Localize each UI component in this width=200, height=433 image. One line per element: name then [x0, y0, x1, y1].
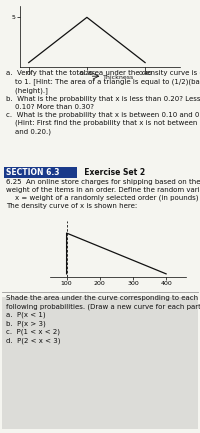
FancyBboxPatch shape: [4, 167, 77, 178]
Text: 6.25  An online store charges for shipping based on the
weight of the items in a: 6.25 An online store charges for shippin…: [6, 179, 200, 209]
Text: Thickness: Thickness: [103, 75, 134, 80]
Text: Shade the area under the curve corresponding to each of the
following probabilit: Shade the area under the curve correspon…: [6, 295, 200, 344]
Text: Exercise Set 2: Exercise Set 2: [79, 168, 145, 177]
Text: SECTION 6.3: SECTION 6.3: [6, 168, 59, 177]
Text: a.  Verify that the total area under the density curve is equal
    to 1. [Hint:: a. Verify that the total area under the …: [6, 70, 200, 135]
